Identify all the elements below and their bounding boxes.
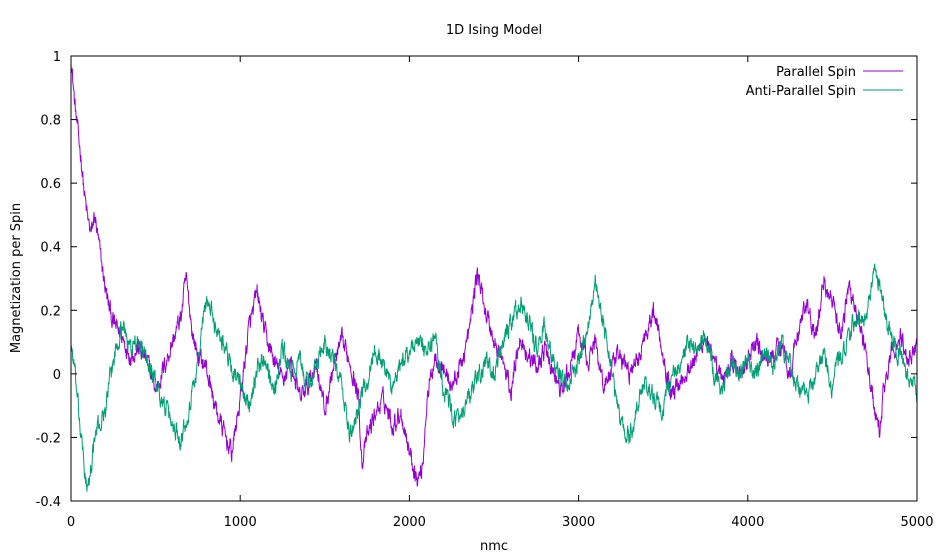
x-tick-label-1: 1000 xyxy=(224,515,257,530)
x-axis-title: nmc xyxy=(480,539,508,554)
plot-border xyxy=(70,55,918,502)
x-tick-label-2: 2000 xyxy=(393,515,426,530)
y-tick-label-3: 0.2 xyxy=(40,304,61,319)
y-tick-label-5: 0.6 xyxy=(40,177,61,192)
legend-label-1: Anti-Parallel Spin xyxy=(746,84,856,99)
x-tick-label-4: 4000 xyxy=(731,515,764,530)
x-tick-label-3: 3000 xyxy=(562,515,595,530)
plot-area xyxy=(70,55,918,502)
y-axis: -0.4 -0.2 0 0.2 0.4 0.6 0.8 1 xyxy=(36,50,917,510)
series-group xyxy=(71,63,917,492)
y-tick-label-1: -0.2 xyxy=(36,431,61,446)
legend-label-0: Parallel Spin xyxy=(776,65,856,80)
series-line-1 xyxy=(71,263,917,492)
chart-title: 1D Ising Model xyxy=(446,23,542,38)
legend: Parallel Spin Anti-Parallel Spin xyxy=(746,65,903,99)
y-tick-label-4: 0.4 xyxy=(40,241,61,256)
y-tick-label-2: 0 xyxy=(53,368,61,383)
y-tick-label-6: 0.8 xyxy=(40,114,61,129)
x-tick-label-0: 0 xyxy=(67,515,75,530)
x-axis: 0 1000 2000 3000 4000 5000 xyxy=(67,56,934,530)
x-tick-label-5: 5000 xyxy=(900,515,933,530)
y-axis-title: Magnetization per Spin xyxy=(9,203,24,353)
y-tick-label-0: -0.4 xyxy=(36,495,61,510)
y-tick-label-7: 1 xyxy=(53,50,61,65)
series-line-0 xyxy=(71,63,917,487)
